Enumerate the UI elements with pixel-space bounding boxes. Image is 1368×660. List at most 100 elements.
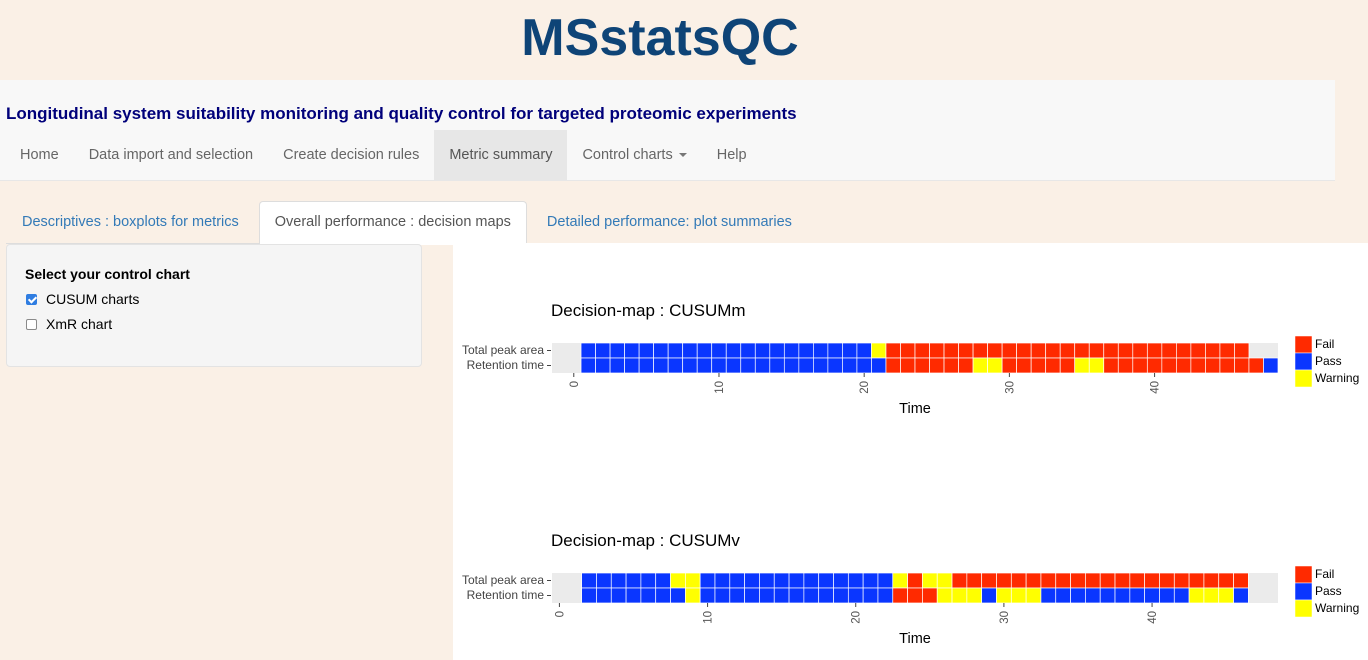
nav-menu: Home Data import and selection Create de… xyxy=(5,130,762,180)
decision-cell xyxy=(900,357,916,374)
decision-cell xyxy=(729,572,745,589)
nav-help[interactable]: Help xyxy=(702,130,762,180)
x-axis-title-1: Time xyxy=(899,631,931,647)
nav-data-import[interactable]: Data import and selection xyxy=(74,130,268,180)
tab-detailed-performance[interactable]: Detailed performance: plot summaries xyxy=(546,214,792,230)
decision-cell xyxy=(892,572,908,589)
decision-cell xyxy=(581,572,597,589)
decision-cell xyxy=(833,572,849,589)
decision-cell xyxy=(1234,342,1250,359)
decision-cell xyxy=(1001,342,1017,359)
x-tick-label: 30 xyxy=(999,611,1011,624)
decision-cell xyxy=(655,572,671,589)
decision-cell xyxy=(1233,587,1249,604)
decision-cell xyxy=(609,357,625,374)
decision-cell xyxy=(1010,587,1027,604)
legend-swatch-fail xyxy=(1294,565,1313,584)
x-tick-label: 10 xyxy=(714,381,726,394)
decision-cell xyxy=(610,587,627,604)
decision-cell xyxy=(1144,587,1160,604)
decision-cell xyxy=(966,572,983,589)
xmr-option[interactable]: XmR chart xyxy=(26,316,112,332)
decision-cell xyxy=(1114,572,1131,589)
nav-decision-rules[interactable]: Create decision rules xyxy=(268,130,434,180)
decision-cell xyxy=(769,357,785,374)
decision-cell xyxy=(609,342,625,359)
decision-cell xyxy=(827,342,843,359)
nav-control-charts[interactable]: Control charts xyxy=(567,130,701,180)
decision-cell xyxy=(885,357,901,374)
decision-cell xyxy=(972,342,988,359)
decision-cell xyxy=(827,357,843,374)
nav-control-charts-label: Control charts xyxy=(582,147,673,163)
decision-cell xyxy=(914,342,930,359)
decision-cell xyxy=(1025,572,1042,589)
cusum-option[interactable]: CUSUM charts xyxy=(26,291,139,307)
nav-metric-summary[interactable]: Metric summary xyxy=(434,130,568,180)
decision-cell xyxy=(696,357,713,374)
decision-cell xyxy=(1161,357,1177,374)
decision-cell xyxy=(783,342,800,359)
decision-cell xyxy=(696,342,713,359)
chart-title-0: Decision-map : CUSUMm xyxy=(551,301,746,320)
chart-title-1: Decision-map : CUSUMv xyxy=(551,531,740,550)
decision-cell xyxy=(1205,342,1221,359)
decision-cell xyxy=(1099,587,1116,604)
decision-cell xyxy=(759,587,775,604)
decision-cell xyxy=(667,357,684,374)
decision-cell xyxy=(1161,342,1177,359)
decision-cell xyxy=(877,587,894,604)
x-tick-label: 10 xyxy=(703,611,715,624)
decision-cell xyxy=(754,357,771,374)
decision-cell xyxy=(1219,357,1235,374)
decision-cell xyxy=(1045,357,1061,374)
decision-cell xyxy=(1074,342,1090,359)
decision-cell xyxy=(833,587,849,604)
decision-cell xyxy=(1059,342,1076,359)
decision-cell xyxy=(1030,342,1047,359)
decision-cell xyxy=(951,572,968,589)
decision-cell xyxy=(1010,572,1027,589)
decision-cell xyxy=(714,572,731,589)
legend-label-pass: Pass xyxy=(1315,584,1342,598)
x-tick-label: 40 xyxy=(1147,611,1159,624)
decision-cell xyxy=(1117,342,1134,359)
decision-cell xyxy=(655,587,671,604)
decision-cell xyxy=(580,357,596,374)
legend-label-pass: Pass xyxy=(1315,354,1342,368)
decision-cell xyxy=(1055,587,1071,604)
tab-descriptives[interactable]: Descriptives : boxplots for metrics xyxy=(22,214,239,230)
decision-cell xyxy=(624,342,640,359)
xmr-checkbox[interactable] xyxy=(26,318,37,330)
decision-cell xyxy=(1219,342,1235,359)
decision-cell xyxy=(943,357,959,374)
decision-cell xyxy=(856,357,872,374)
cusum-label: CUSUM charts xyxy=(46,291,140,307)
decision-cell xyxy=(929,342,945,359)
decision-cell xyxy=(595,357,611,374)
decision-cell xyxy=(729,587,745,604)
decision-cell xyxy=(653,357,669,374)
decision-cell xyxy=(907,572,923,589)
tab-overall-performance[interactable]: Overall performance : decision maps xyxy=(258,201,527,245)
legend-swatch-pass xyxy=(1294,582,1313,601)
decision-cell xyxy=(788,572,805,589)
decision-cell xyxy=(987,357,1003,374)
cusum-checkbox[interactable] xyxy=(26,293,37,305)
decision-cell xyxy=(842,357,858,374)
decision-cell xyxy=(798,342,814,359)
nav-metric-summary-label: Metric summary xyxy=(449,147,553,163)
decision-cell xyxy=(943,342,959,359)
decision-cell xyxy=(862,572,879,589)
decision-cell xyxy=(1040,572,1057,589)
nav-home[interactable]: Home xyxy=(5,130,74,180)
decision-cell xyxy=(1016,357,1032,374)
app-title: MSstatsQC xyxy=(521,9,799,67)
decision-cell xyxy=(1114,587,1131,604)
legend-swatch-fail xyxy=(1294,335,1313,354)
decision-cell xyxy=(958,342,974,359)
decision-cell xyxy=(900,342,916,359)
decision-cell xyxy=(580,342,596,359)
decision-cell xyxy=(740,342,756,359)
